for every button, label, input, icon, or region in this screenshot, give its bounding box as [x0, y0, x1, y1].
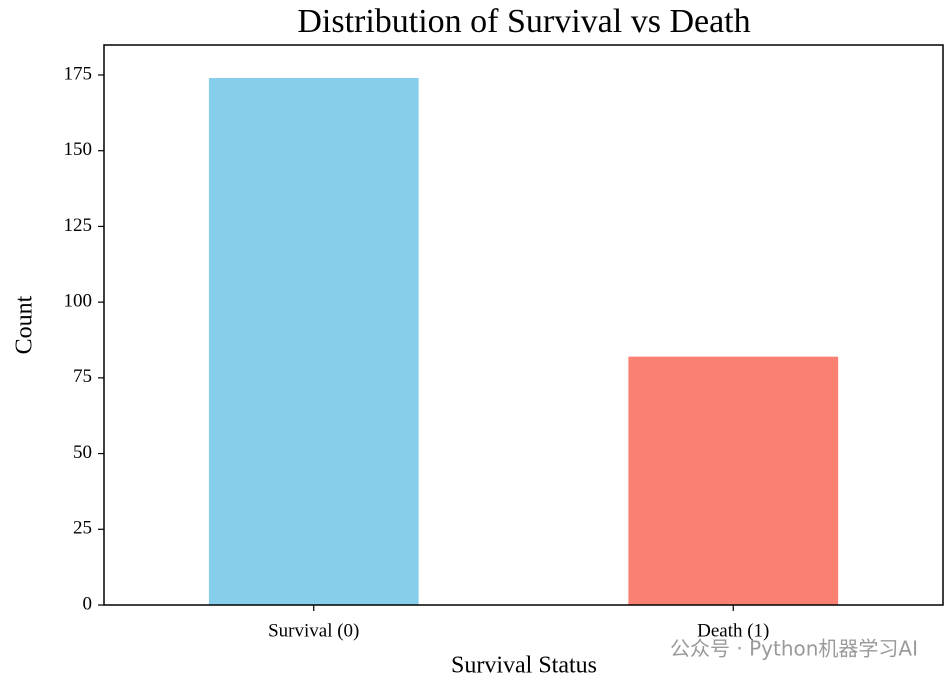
chart-title: Distribution of Survival vs Death: [297, 3, 750, 40]
watermark: 公众号 · Python机器学习AI: [670, 637, 918, 661]
y-tick-label: 25: [73, 518, 92, 539]
y-tick-label: 175: [64, 63, 93, 84]
y-tick-label: 100: [64, 290, 93, 311]
bar: [208, 78, 419, 605]
plot-frame: [103, 44, 944, 606]
y-tick-label: 150: [64, 139, 93, 160]
x-axis-label: Survival Status: [451, 653, 597, 679]
y-tick-label: 50: [73, 442, 92, 463]
y-tick-label: 125: [64, 215, 93, 236]
x-tick-label: Death (1): [697, 620, 769, 641]
x-tick-label: Survival (0): [268, 620, 359, 641]
y-tick-label: 0: [83, 593, 93, 614]
y-axis-label: Count: [12, 295, 38, 354]
bar: [628, 356, 839, 605]
y-tick-label: 75: [73, 366, 92, 387]
